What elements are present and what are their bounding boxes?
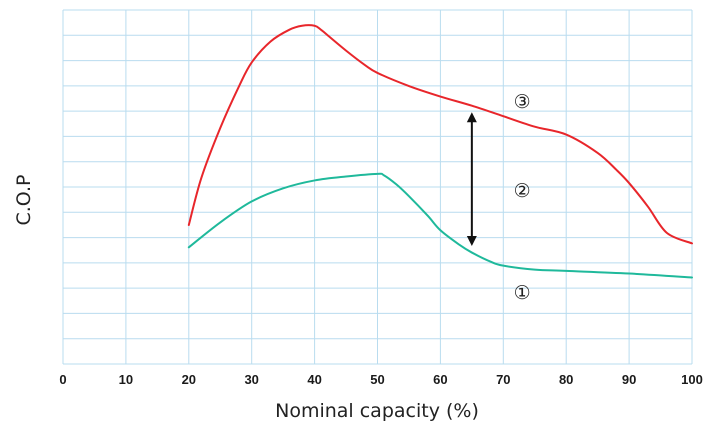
x-tick-label: 80 xyxy=(559,372,573,387)
x-tick-label: 50 xyxy=(370,372,384,387)
x-tick-label: 10 xyxy=(119,372,133,387)
x-tick-label: 70 xyxy=(496,372,510,387)
x-tick-label: 30 xyxy=(244,372,258,387)
x-tick-label: 90 xyxy=(622,372,636,387)
x-tick-label: 40 xyxy=(307,372,321,387)
curve-marker-3: ③ xyxy=(514,91,531,113)
x-axis-label: Nominal capacity (%) xyxy=(275,400,479,422)
annotations: ① ② ③ xyxy=(514,91,531,304)
x-tick-label: 0 xyxy=(59,372,66,387)
x-tick-labels: 0 10 20 30 40 50 60 70 80 90 100 xyxy=(59,372,702,387)
double-arrow xyxy=(466,112,477,246)
arrow-head-down xyxy=(466,236,477,246)
x-tick-label: 20 xyxy=(182,372,196,387)
x-tick-label: 60 xyxy=(433,372,447,387)
grid xyxy=(62,9,693,365)
curve-marker-1: ① xyxy=(514,282,531,304)
y-axis-label: C.O.P xyxy=(13,175,35,226)
x-tick-label: 100 xyxy=(681,372,703,387)
series-line-2 xyxy=(187,172,693,279)
series-line-1 xyxy=(187,24,693,245)
curve-marker-2: ② xyxy=(514,180,531,202)
arrow-head-up xyxy=(466,112,477,123)
series-group xyxy=(187,24,693,279)
